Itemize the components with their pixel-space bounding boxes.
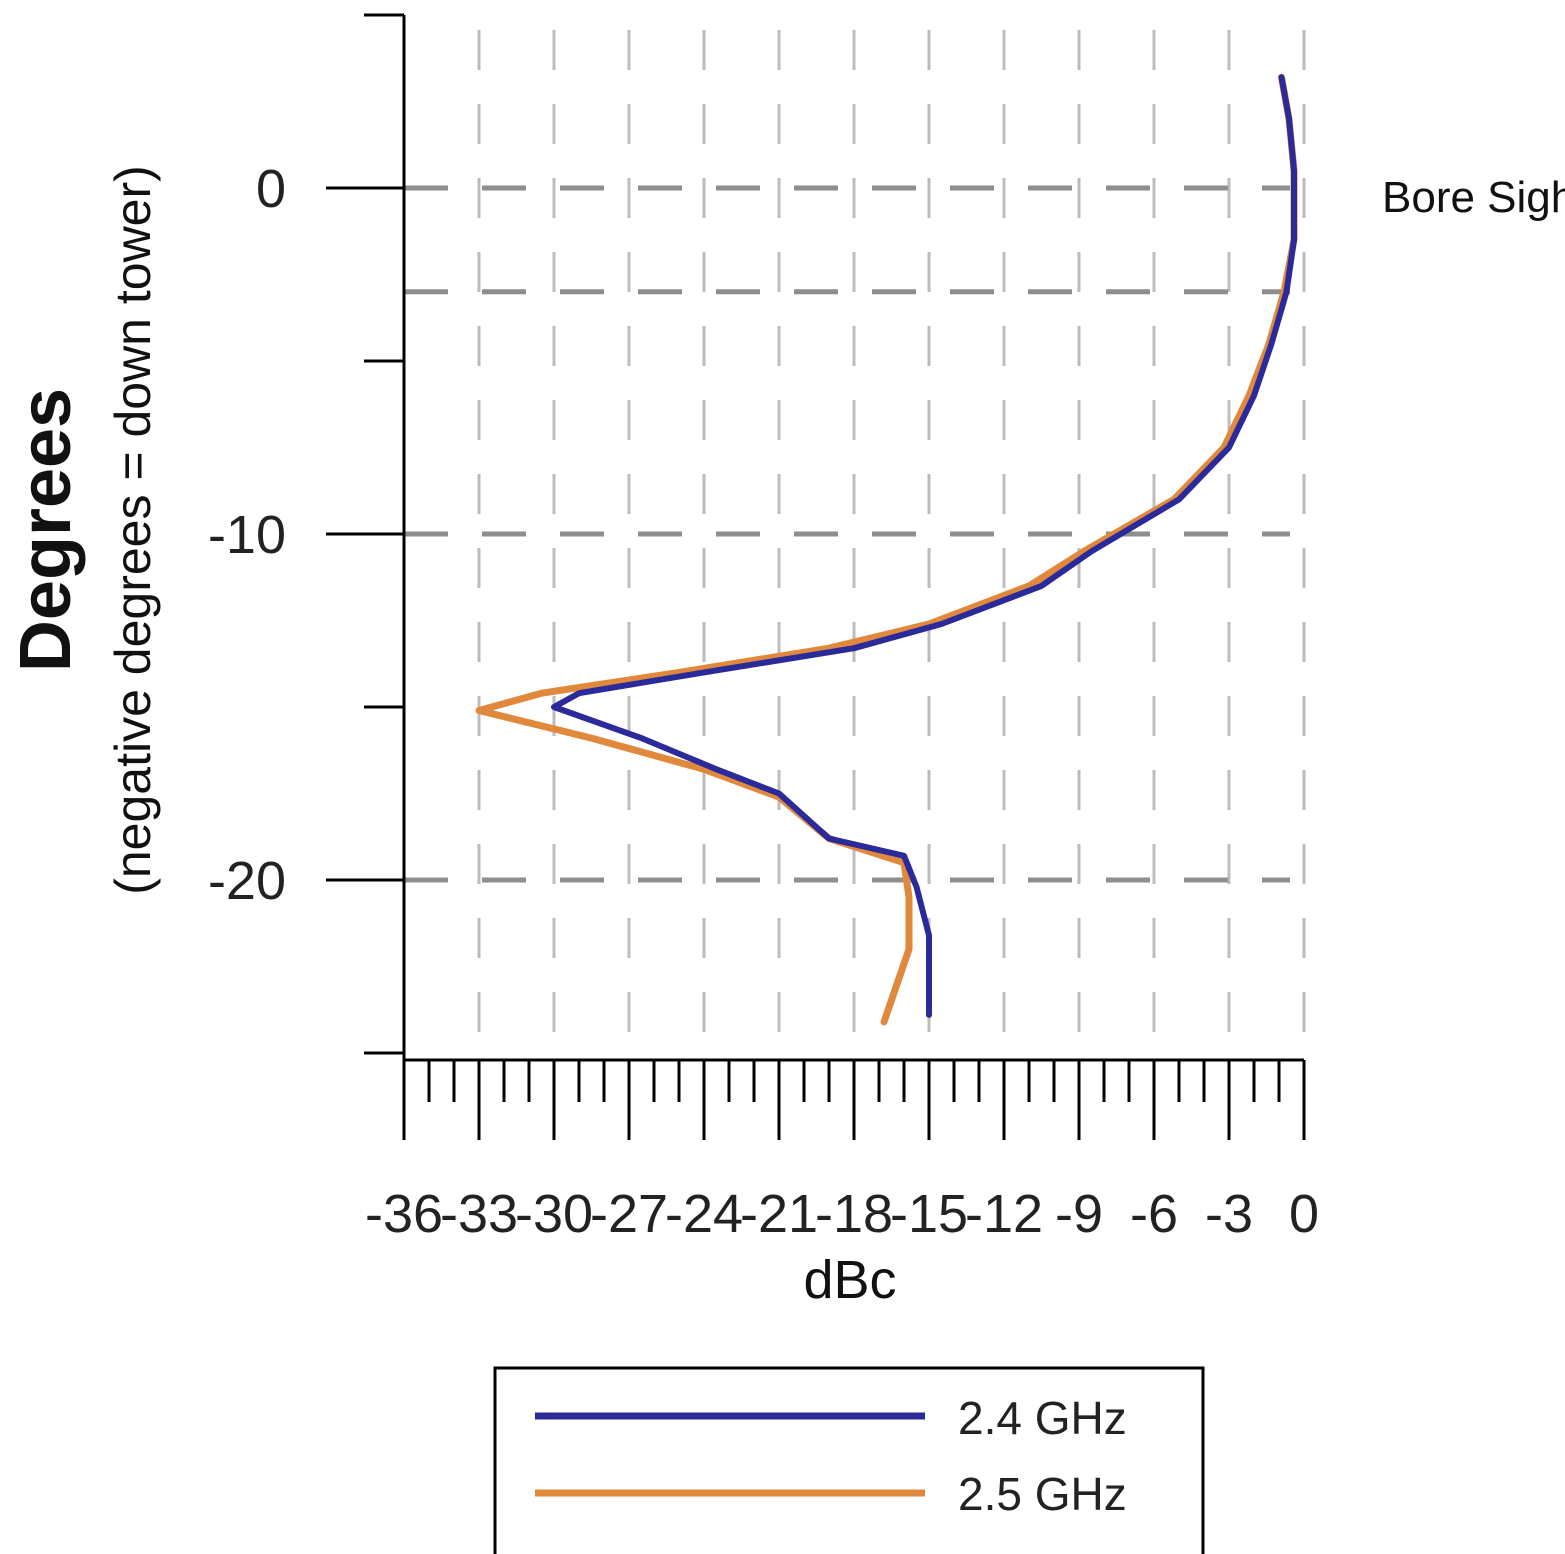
x-tick-label: -30 xyxy=(515,1184,593,1244)
x-tick-label: -15 xyxy=(890,1184,968,1244)
x-tick-label: -36 xyxy=(365,1184,443,1244)
x-axis-title: dBc xyxy=(803,1250,896,1310)
legend: 2.4 GHz 2.5 GHz xyxy=(493,1366,1205,1554)
x-tick-label: -18 xyxy=(815,1184,893,1244)
legend-label-2-5: 2.5 GHz xyxy=(958,1468,1127,1520)
x-tick-label: -33 xyxy=(440,1184,518,1244)
bore-sight-annotation: Bore Sight xyxy=(1382,173,1565,222)
y-axis-subtitle: (negative degrees = down tower) xyxy=(105,165,161,895)
y-tick-label: -10 xyxy=(208,505,286,565)
x-tick-label: -3 xyxy=(1205,1184,1253,1244)
x-tick-label: -21 xyxy=(740,1184,818,1244)
x-tick-label: -24 xyxy=(665,1184,743,1244)
axes xyxy=(402,15,1304,1062)
series xyxy=(475,73,1298,1026)
x-tick-label: 0 xyxy=(1289,1184,1319,1244)
y-axis-title: Degrees xyxy=(6,388,86,672)
grid xyxy=(404,30,1306,1055)
legend-label-2-4: 2.4 GHz xyxy=(958,1392,1127,1444)
y-tick-label: 0 xyxy=(256,159,286,219)
legend-box xyxy=(493,1366,1205,1554)
x-tick-label: -12 xyxy=(965,1184,1043,1244)
x-tick-label: -9 xyxy=(1055,1184,1103,1244)
x-ticks: -36-33-30-27-24-21-18-15-12 -9 -6 -3 0 xyxy=(365,1060,1319,1244)
x-tick-label: -6 xyxy=(1130,1184,1178,1244)
series-line-2-4-ghz xyxy=(551,74,1297,1018)
y-tick-label: -20 xyxy=(208,851,286,911)
y-ticks: 0 -10 -20 xyxy=(208,13,404,1055)
x-tick-label: -27 xyxy=(590,1184,668,1244)
